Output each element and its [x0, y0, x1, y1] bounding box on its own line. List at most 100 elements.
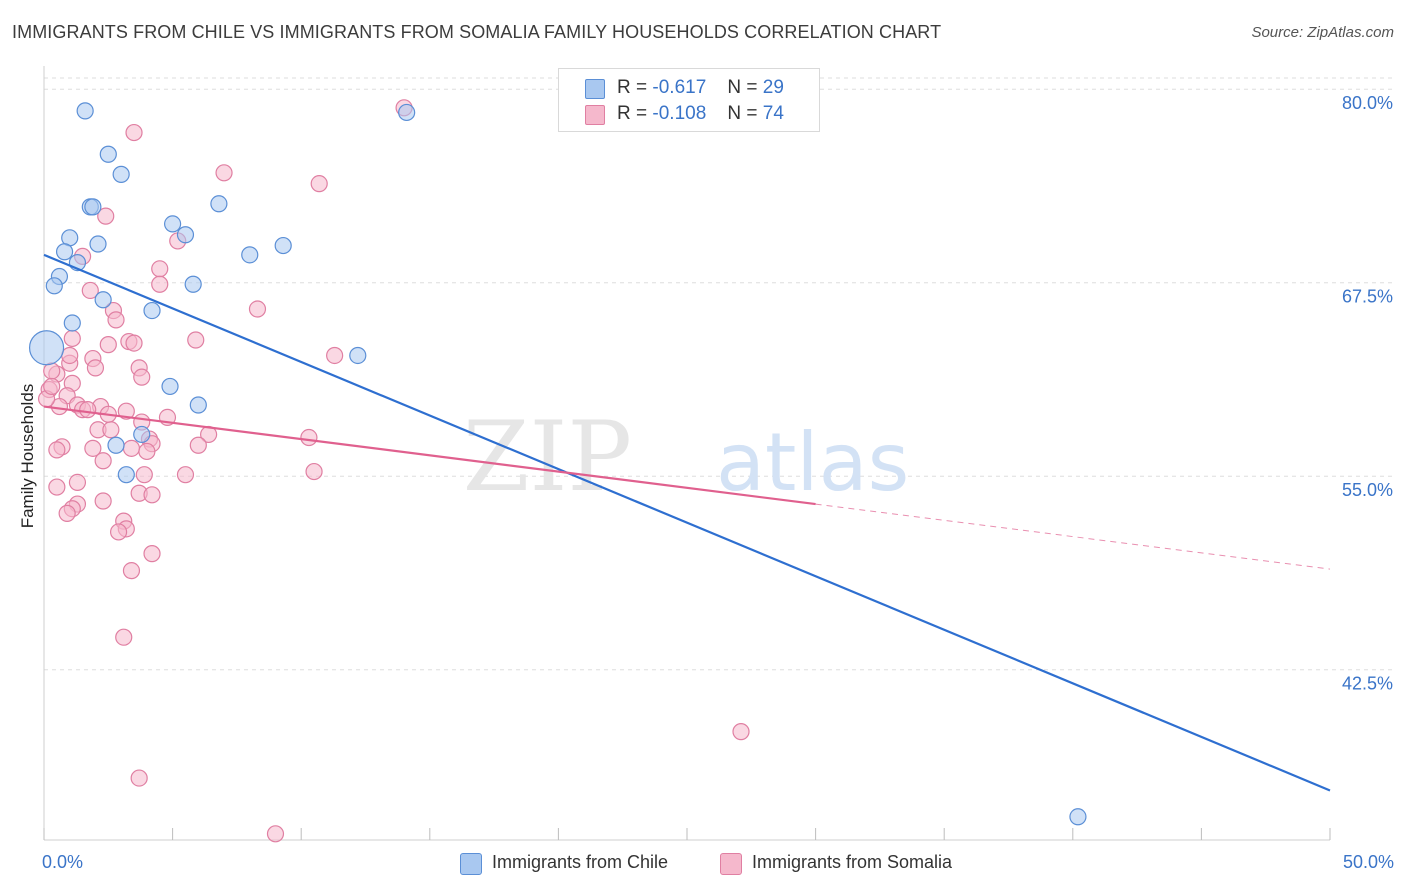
- somalia-point: [133, 368, 151, 386]
- somalia-point: [266, 825, 285, 843]
- somalia-point: [48, 478, 66, 496]
- somalia-point: [732, 723, 750, 741]
- somalia-point: [176, 466, 195, 484]
- somalia-point: [68, 473, 87, 492]
- somalia-point: [326, 346, 344, 365]
- stats-box: R = -0.617 N = 29 R = -0.108 N = 74: [558, 68, 820, 132]
- legend-swatch-somalia: [720, 853, 742, 875]
- somalia-point: [109, 523, 128, 541]
- somalia-point: [94, 452, 112, 470]
- legend-label-somalia: Immigrants from Somalia: [752, 852, 953, 872]
- somalia-point: [43, 377, 61, 396]
- stats-r-label: R =: [617, 103, 648, 124]
- stats-n-value: 74: [762, 103, 784, 124]
- stats-r-label: R =: [617, 77, 648, 98]
- somalia-point: [63, 329, 81, 348]
- trend-layer: [43, 253, 1331, 792]
- x-tick-label-end: 50.0%: [1342, 852, 1394, 872]
- somalia-point: [107, 311, 125, 329]
- chile-point: [176, 226, 195, 244]
- somalia-point: [102, 421, 120, 439]
- x-tick-label-start: 0.0%: [42, 852, 84, 872]
- stats-n-label: N =: [727, 103, 758, 124]
- legend-swatch-chile: [460, 853, 482, 875]
- somalia-point: [86, 359, 105, 377]
- chile-point: [99, 145, 117, 163]
- somalia-trend-extension: [815, 503, 1331, 570]
- somalia-point: [151, 275, 169, 293]
- y-tick-labels: 80.0% 67.5% 55.0% 42.5%: [1342, 93, 1393, 694]
- somalia-point: [151, 260, 169, 278]
- somalia-point: [79, 401, 97, 419]
- somalia-point: [125, 123, 143, 142]
- somalia-point: [115, 628, 133, 646]
- somalia-point: [143, 545, 161, 563]
- chile-point: [1069, 808, 1087, 826]
- stats-n-value: 29: [762, 77, 784, 98]
- somalia-point: [305, 462, 323, 481]
- somalia-point: [122, 562, 141, 580]
- legend-label-chile: Immigrants from Chile: [492, 852, 669, 872]
- chile-point: [274, 236, 292, 255]
- somalia-point: [135, 466, 153, 484]
- chile-trend-line: [43, 253, 1331, 792]
- somalia-point: [125, 334, 143, 352]
- somalia-point: [248, 300, 267, 318]
- chile-point: [210, 195, 228, 213]
- somalia-point: [310, 175, 328, 193]
- chile-point: [107, 436, 125, 454]
- somalia-point: [215, 164, 233, 182]
- chile-point: [55, 243, 74, 261]
- chile-point: [398, 103, 416, 122]
- somalia-point: [94, 492, 112, 510]
- somalia-point: [48, 441, 66, 459]
- chile-point: [94, 291, 112, 309]
- somalia-point: [130, 769, 148, 787]
- somalia-point: [99, 336, 117, 354]
- y-tick-label: 55.0%: [1342, 480, 1393, 500]
- chile-point: [76, 102, 94, 120]
- chile-point: [184, 275, 202, 293]
- watermark-zip: ZIP: [463, 401, 632, 513]
- grid-layer: [44, 77, 1394, 671]
- somalia-point: [81, 281, 99, 300]
- watermark-atlas: atlas: [716, 416, 909, 509]
- somalia-point: [84, 439, 102, 457]
- stats-n-label: N =: [727, 77, 758, 98]
- somalia-point: [189, 436, 207, 454]
- y-tick-label: 42.5%: [1342, 674, 1393, 694]
- chile-point: [241, 246, 259, 264]
- watermark: ZIP atlas: [463, 401, 910, 513]
- somalia-point: [138, 442, 156, 461]
- source-label: Source: ZipAtlas.com: [1251, 24, 1394, 41]
- chart-title: IMMIGRANTS FROM CHILE VS IMMIGRANTS FROM…: [12, 22, 942, 42]
- chile-point: [133, 425, 151, 444]
- chile-swatch: [585, 79, 605, 99]
- chile-point: [117, 466, 135, 484]
- y-tick-label: 67.5%: [1342, 287, 1393, 307]
- chile-point: [112, 165, 130, 183]
- somalia-point: [61, 346, 79, 365]
- somalia-trend-line: [43, 405, 816, 506]
- chile-point: [189, 396, 207, 414]
- stats-r-value: -0.108: [652, 103, 707, 124]
- chile-point: [161, 377, 179, 396]
- chile-point: [45, 277, 63, 295]
- somalia-point: [97, 207, 115, 225]
- stats-r-value: -0.617: [652, 77, 707, 98]
- chile-point: [143, 301, 161, 320]
- chile-point: [84, 198, 102, 216]
- chile-point: [63, 314, 81, 332]
- somalia-swatch: [585, 105, 605, 125]
- somalia-point: [187, 331, 205, 349]
- y-tick-label: 80.0%: [1342, 93, 1393, 113]
- legend: Immigrants from Chile Immigrants from So…: [0, 850, 1406, 878]
- chile-point: [349, 346, 367, 365]
- somalia-point: [143, 486, 161, 504]
- axis-layer: [43, 66, 1331, 841]
- somalia-point: [117, 402, 135, 420]
- somalia-point: [43, 362, 61, 380]
- somalia-point: [58, 504, 76, 522]
- chile-point: [164, 215, 182, 233]
